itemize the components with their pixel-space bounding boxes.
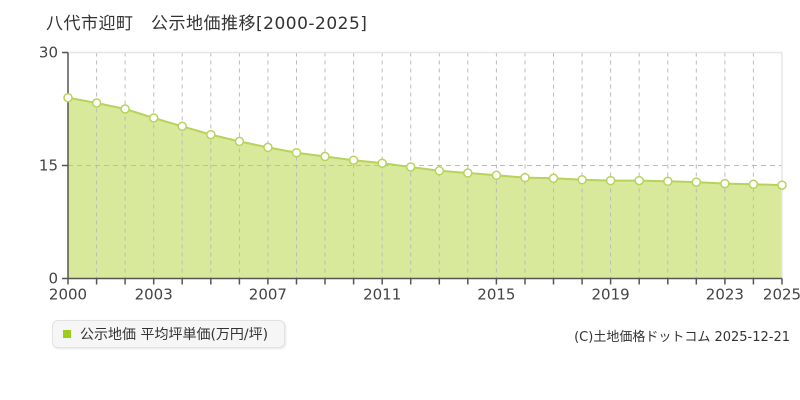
data-point xyxy=(548,173,559,184)
svg-text:15: 15 xyxy=(39,157,58,175)
copyright-text: (C)土地価格ドットコム 2025-12-21 xyxy=(574,330,790,345)
data-point xyxy=(177,121,187,132)
data-point xyxy=(405,162,416,172)
data-point xyxy=(663,176,673,187)
data-point xyxy=(463,168,473,178)
x-axis-ticks: 2000 2003 2007 2011 2015 2019 2023 2025 xyxy=(49,278,800,304)
svg-text:2023: 2023 xyxy=(706,286,744,304)
data-point xyxy=(120,104,130,114)
data-point xyxy=(605,175,616,186)
chart-title: 八代市迎町 公示地価推移[2000-2025] xyxy=(46,14,368,34)
svg-text:2019: 2019 xyxy=(592,286,630,304)
data-point xyxy=(748,179,759,190)
data-point xyxy=(320,151,330,162)
data-point xyxy=(691,177,702,187)
data-point xyxy=(377,158,387,168)
data-point xyxy=(291,147,302,158)
data-point xyxy=(634,175,644,186)
data-point xyxy=(263,142,273,153)
svg-text:30: 30 xyxy=(39,44,58,62)
data-points xyxy=(63,92,787,190)
svg-text:2000: 2000 xyxy=(49,286,87,304)
y-axis-ticks: 0 15 30 xyxy=(39,44,68,288)
data-point xyxy=(520,172,530,183)
data-point xyxy=(777,180,787,190)
data-point xyxy=(348,155,359,165)
svg-text:2025: 2025 xyxy=(763,286,800,304)
data-point xyxy=(577,175,587,185)
data-point xyxy=(63,92,73,103)
data-point xyxy=(491,170,502,181)
data-point xyxy=(206,129,216,140)
legend: 公示地価 平均坪単価(万円/坪) xyxy=(52,320,286,348)
svg-text:0: 0 xyxy=(48,270,58,288)
svg-text:2011: 2011 xyxy=(363,286,401,304)
data-point xyxy=(234,136,245,147)
data-point xyxy=(148,113,159,123)
legend-label: 公示地価 平均坪単価(万円/坪) xyxy=(80,327,269,343)
plot-border xyxy=(68,51,783,279)
price-line xyxy=(67,96,783,187)
svg-text:2015: 2015 xyxy=(477,286,515,304)
data-point xyxy=(434,166,445,176)
data-point xyxy=(720,178,730,189)
legend-marker-icon xyxy=(63,330,71,338)
data-point xyxy=(91,98,102,108)
svg-text:2003: 2003 xyxy=(135,286,173,304)
svg-text:2007: 2007 xyxy=(249,286,287,304)
